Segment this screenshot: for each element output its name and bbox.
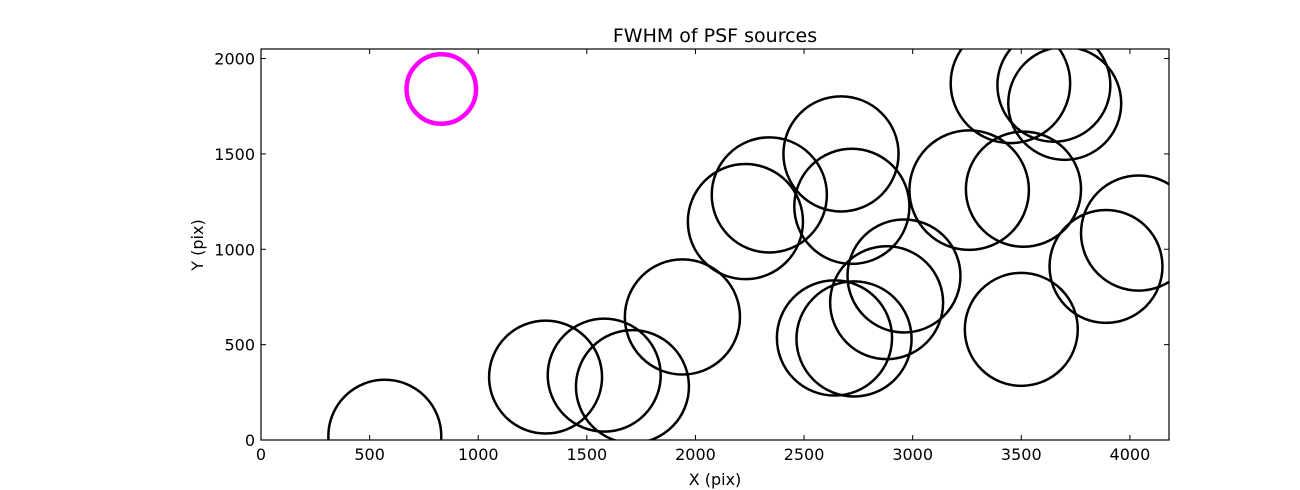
y-tick-label: 0 <box>245 431 255 450</box>
source-circle <box>793 147 911 266</box>
source-circle <box>574 328 691 440</box>
source-circle <box>775 279 894 397</box>
y-axis: 0 500 1000 1500 2000 <box>214 50 1169 450</box>
x-axis-label: X (pix) <box>689 470 742 489</box>
source-circle <box>908 129 1031 252</box>
x-tick-label: 500 <box>354 445 385 464</box>
y-tick-label: 1500 <box>214 145 255 164</box>
source-circle <box>686 162 805 281</box>
source-circle <box>546 317 662 433</box>
x-tick-label: 0 <box>256 445 266 464</box>
y-tick-label: 500 <box>224 336 255 355</box>
x-tick-label: 2000 <box>675 445 716 464</box>
source-circle <box>846 218 962 334</box>
source-circle <box>996 49 1112 143</box>
source-circle <box>623 258 742 376</box>
x-tick-label: 2500 <box>784 445 825 464</box>
source-circle <box>828 244 945 361</box>
y-tick-label: 1000 <box>214 240 255 259</box>
x-tick-label: 4000 <box>1110 445 1151 464</box>
highlighted-source-circle <box>404 52 479 127</box>
source-circle <box>710 136 829 254</box>
source-circle <box>1007 49 1123 162</box>
x-tick-label: 1500 <box>566 445 607 464</box>
source-circle <box>1079 174 1169 292</box>
y-axis-label: Y (pix) <box>188 219 207 271</box>
x-tick-label: 3000 <box>892 445 933 464</box>
x-tick-label: 1000 <box>458 445 499 464</box>
source-circle <box>1048 208 1164 325</box>
y-tick-label: 2000 <box>214 50 255 69</box>
plot-frame <box>260 48 1170 441</box>
source-circle <box>963 271 1080 388</box>
source-circle <box>949 49 1072 145</box>
source-circle <box>487 319 604 435</box>
source-circle <box>327 378 443 440</box>
source-circle <box>782 95 900 213</box>
source-circles <box>327 49 1169 440</box>
chart-title: FWHM of PSF sources <box>613 25 817 47</box>
source-circle <box>795 280 913 398</box>
x-axis: 0 500 1000 1500 2000 2500 3000 3500 4000 <box>256 49 1150 464</box>
x-tick-label: 3500 <box>1001 445 1042 464</box>
